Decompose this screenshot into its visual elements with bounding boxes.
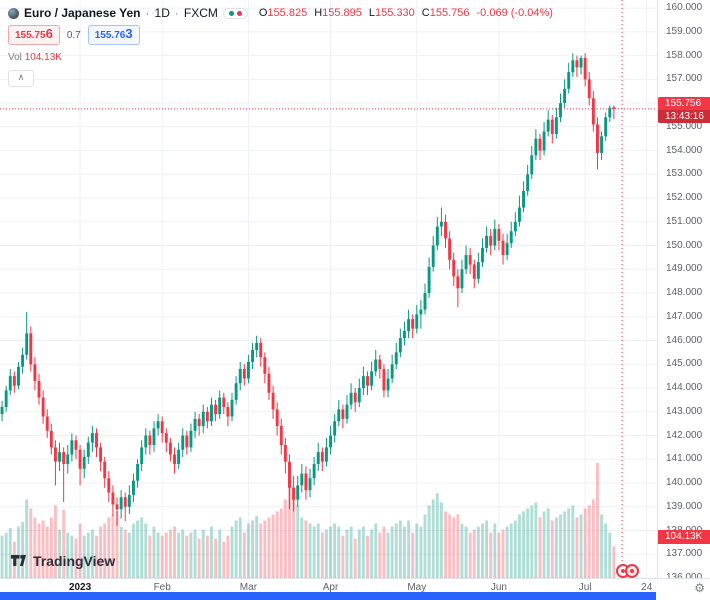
price-tick-label: 155.000: [666, 120, 703, 132]
price-scale[interactable]: 136.000 137.000 138.000 139.000 140.000 141.0…: [657, 0, 710, 583]
price-tick-label: 159.000: [666, 25, 703, 37]
separator: ·: [174, 6, 179, 20]
volume-value: 104.13K: [24, 52, 62, 63]
volume-legend: Vol 104.13K: [8, 52, 553, 63]
time-tick-label: 2023: [68, 582, 92, 593]
price-tick-label: 144.000: [666, 382, 703, 394]
price-tick-label: 160.000: [666, 2, 703, 14]
price-tick-label: 138.000: [666, 525, 702, 536]
price-tick-label: 151.000: [666, 215, 703, 227]
economic-event-icon[interactable]: [625, 564, 639, 578]
event-marker-icons[interactable]: [616, 564, 639, 578]
price-tick-label: 142.000: [666, 429, 703, 441]
buy-dot-icon: [228, 10, 234, 16]
chart-pane: Euro / Japanese Yen · 1D · FXCM O155.825…: [0, 0, 710, 578]
price-tick-label: 145.000: [666, 358, 703, 370]
price-tick-label: 146.000: [666, 334, 703, 346]
exchange-label: FXCM: [183, 6, 218, 20]
price-tick-label: 149.000: [666, 263, 703, 275]
chart-legend: Euro / Japanese Yen · 1D · FXCM O155.825…: [8, 6, 553, 87]
tradingview-logo-icon: [11, 555, 26, 566]
close-value: 155.756: [429, 7, 470, 19]
price-tick-label: 152.000: [666, 192, 703, 204]
price-tick-label: 154.000: [666, 144, 703, 156]
volume-label: Vol: [8, 52, 22, 63]
grid: [0, 0, 657, 578]
price-tick-label: 141.000: [666, 453, 703, 465]
separator: ·: [145, 6, 150, 20]
sell-button[interactable]: 155.756: [8, 25, 60, 45]
tradingview-logo-text: TradingView: [33, 552, 116, 569]
spread-value: 0.7: [66, 29, 81, 41]
price-tick-label: 140.000: [666, 477, 703, 488]
symbol-logo-icon: [8, 7, 19, 19]
time-tick-label: Apr: [322, 582, 339, 593]
ohlc-readout: O155.825 H155.895 L155.330 C155.756 -0.0…: [258, 7, 553, 19]
interval-label[interactable]: 1D: [154, 6, 170, 20]
volume-bars: [0, 463, 616, 578]
timeline-scrollbar[interactable]: [0, 592, 656, 600]
change-value: -0.069 (-0.04%): [476, 7, 553, 19]
time-tick-label: Jul: [578, 582, 592, 593]
time-tick-label: Jun: [490, 582, 507, 593]
time-tick-label: May: [407, 582, 427, 593]
low-value: 155.330: [375, 7, 415, 19]
price-tick-label: 139.000: [666, 500, 703, 512]
bar-countdown: 13:43:16: [658, 109, 710, 123]
price-tick-label: 158.000: [666, 49, 703, 61]
sell-dot-icon: [236, 10, 242, 16]
time-tick-label: 24: [641, 582, 653, 593]
open-value: 155.825: [267, 7, 308, 19]
last-price-value: 155.756: [665, 97, 702, 109]
volume-value-tag: 104.13K: [658, 530, 710, 545]
time-tick-label: Mar: [239, 582, 258, 593]
gear-icon[interactable]: ⚙: [694, 581, 705, 595]
candlestick-chart[interactable]: [0, 0, 657, 578]
buy-sell-toggle[interactable]: [222, 7, 248, 19]
price-tick-label: 153.000: [666, 168, 703, 180]
price-tick-label: 157.000: [666, 73, 703, 85]
price-tick-label: 147.000: [666, 310, 703, 322]
high-value: 155.895: [322, 7, 362, 19]
legend-collapse-button[interactable]: ∧: [8, 70, 34, 87]
price-tick-label: 136.000: [666, 572, 702, 583]
price-tick-label: 137.000: [666, 548, 703, 560]
candles: [0, 53, 616, 526]
price-tick-label: 148.000: [666, 287, 703, 299]
symbol-row: Euro / Japanese Yen · 1D · FXCM O155.825…: [8, 6, 553, 20]
buy-button[interactable]: 155.763: [87, 25, 140, 45]
time-tick-label: Feb: [153, 582, 171, 593]
tradingview-logo[interactable]: TradingView: [10, 552, 115, 569]
price-tick-label: 143.000: [666, 405, 703, 417]
last-price-tag: 155.756 13:43:16: [658, 96, 710, 123]
symbol-title[interactable]: Euro / Japanese Yen: [24, 6, 141, 20]
price-tick-label: 150.000: [666, 239, 703, 251]
quote-row: 155.756 0.7 155.763: [8, 25, 553, 45]
